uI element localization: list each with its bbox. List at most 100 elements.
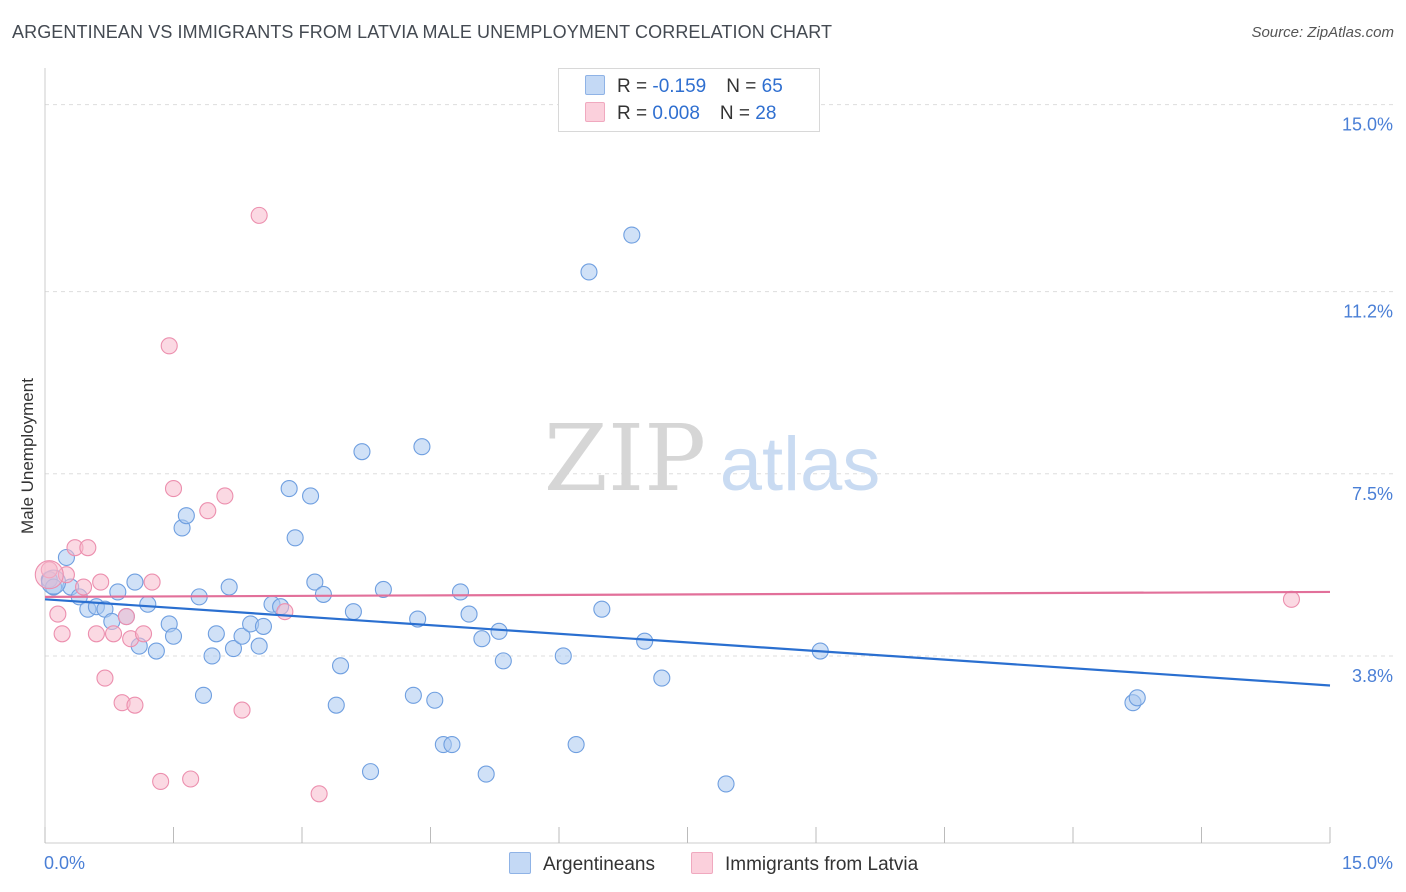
point-latvia <box>104 625 123 643</box>
legend-r-value: 0.008 <box>652 103 700 124</box>
point-argentineans <box>254 617 273 635</box>
point-argentineans <box>177 507 195 525</box>
x-tick-max: 15.0% <box>1342 853 1393 873</box>
series-latvia <box>34 206 1300 803</box>
point-argentineans <box>233 627 251 645</box>
point-argentineans <box>250 637 268 655</box>
point-argentineans <box>580 263 598 281</box>
gridlines <box>45 104 1393 657</box>
point-latvia <box>199 502 217 520</box>
bottom-legend-latvia: Immigrants from Latvia <box>691 852 918 876</box>
point-latvia <box>126 696 144 714</box>
point-argentineans <box>220 578 238 596</box>
point-latvia <box>143 573 161 591</box>
x-tick-min: 0.0% <box>44 853 85 873</box>
point-argentineans <box>404 686 422 704</box>
y-tick-label: 11.2% <box>1343 302 1393 322</box>
point-argentineans <box>286 529 304 547</box>
point-latvia <box>79 539 97 557</box>
point-argentineans <box>554 647 572 665</box>
point-argentineans <box>164 627 183 645</box>
point-argentineans <box>147 642 165 660</box>
y-tick-label: 7.5% <box>1352 484 1393 504</box>
y-axis-label: Male Unemployment <box>18 378 37 534</box>
trend-line-argentineans <box>44 598 1331 687</box>
point-argentineans <box>280 480 298 498</box>
y-tick-label: 15.0% <box>1342 115 1393 135</box>
point-argentineans <box>477 765 495 783</box>
chart-title: ARGENTINEAN VS IMMIGRANTS FROM LATVIA MA… <box>12 22 833 42</box>
point-argentineans <box>306 573 324 591</box>
correlation-legend: R = -0.159 N = 65 R = 0.008 N = 28 <box>558 68 820 132</box>
y-tick-labels: 3.8% 7.5% 11.2% 15.0% <box>1342 115 1393 686</box>
point-latvia <box>75 578 93 596</box>
point-argentineans <box>473 630 491 648</box>
point-argentineans <box>717 775 735 793</box>
watermark-atlas: atlas <box>720 422 881 507</box>
trend-lines <box>44 590 1331 687</box>
point-argentineans <box>314 585 332 603</box>
point-argentineans <box>567 735 585 754</box>
point-latvia <box>87 625 105 643</box>
point-latvia <box>216 487 234 505</box>
axes <box>44 68 1331 844</box>
point-argentineans <box>344 603 362 621</box>
point-latvia <box>250 206 268 224</box>
point-argentineans <box>593 600 611 618</box>
point-argentineans <box>653 669 671 687</box>
point-latvia <box>134 625 153 643</box>
point-latvia <box>92 573 110 591</box>
bottom-legend-swatch-blue <box>509 852 531 874</box>
point-latvia <box>276 603 294 621</box>
legend-row-argentineans: R = -0.159 N = 65 <box>585 75 783 99</box>
point-argentineans <box>494 652 512 670</box>
point-argentineans <box>327 696 345 714</box>
point-latvia <box>1282 590 1300 608</box>
point-latvia <box>117 608 135 626</box>
point-argentineans <box>443 735 461 754</box>
point-argentineans <box>413 438 431 456</box>
point-latvia <box>310 785 328 803</box>
point-argentineans <box>302 487 320 505</box>
point-argentineans <box>374 580 392 599</box>
legend-row-latvia: R = 0.008 N = 28 <box>585 102 776 126</box>
point-latvia <box>53 625 71 643</box>
point-latvia <box>233 701 251 719</box>
point-argentineans <box>207 625 225 643</box>
watermark: ZIP atlas <box>544 405 880 512</box>
bottom-legend-swatch-pink <box>691 852 713 874</box>
point-argentineans <box>361 763 380 781</box>
point-latvia <box>160 337 178 355</box>
source-credit: Source: ZipAtlas.com <box>1251 24 1394 41</box>
trend-line-latvia <box>44 590 1331 598</box>
y-tick-label: 3.8% <box>1352 666 1393 686</box>
point-argentineans <box>224 640 243 658</box>
legend-swatch-blue <box>585 75 605 95</box>
point-latvia <box>164 480 183 498</box>
point-latvia <box>152 772 170 791</box>
point-latvia <box>49 605 67 623</box>
legend-n-value: 65 <box>761 76 783 97</box>
legend-n-value: 28 <box>755 103 777 124</box>
x-tick-labels: 0.0% 15.0% <box>44 853 1393 873</box>
point-latvia <box>96 669 114 687</box>
point-argentineans <box>490 622 508 640</box>
point-argentineans <box>460 605 478 623</box>
point-argentineans <box>139 595 157 613</box>
point-argentineans <box>331 657 350 675</box>
point-argentineans <box>426 691 444 709</box>
point-argentineans <box>623 226 641 244</box>
point-latvia <box>182 770 200 788</box>
bottom-legend-argentineans: Argentineans <box>509 852 655 876</box>
point-argentineans <box>1128 689 1146 707</box>
point-latvia <box>34 560 64 590</box>
watermark-zip: ZIP <box>544 405 706 512</box>
point-argentineans <box>636 632 654 650</box>
legend-swatch-pink <box>585 102 605 122</box>
point-argentineans <box>203 647 221 665</box>
legend-r-value: -0.159 <box>652 76 707 97</box>
point-argentineans <box>451 583 470 601</box>
point-argentineans <box>126 573 144 591</box>
point-argentineans <box>194 686 213 704</box>
